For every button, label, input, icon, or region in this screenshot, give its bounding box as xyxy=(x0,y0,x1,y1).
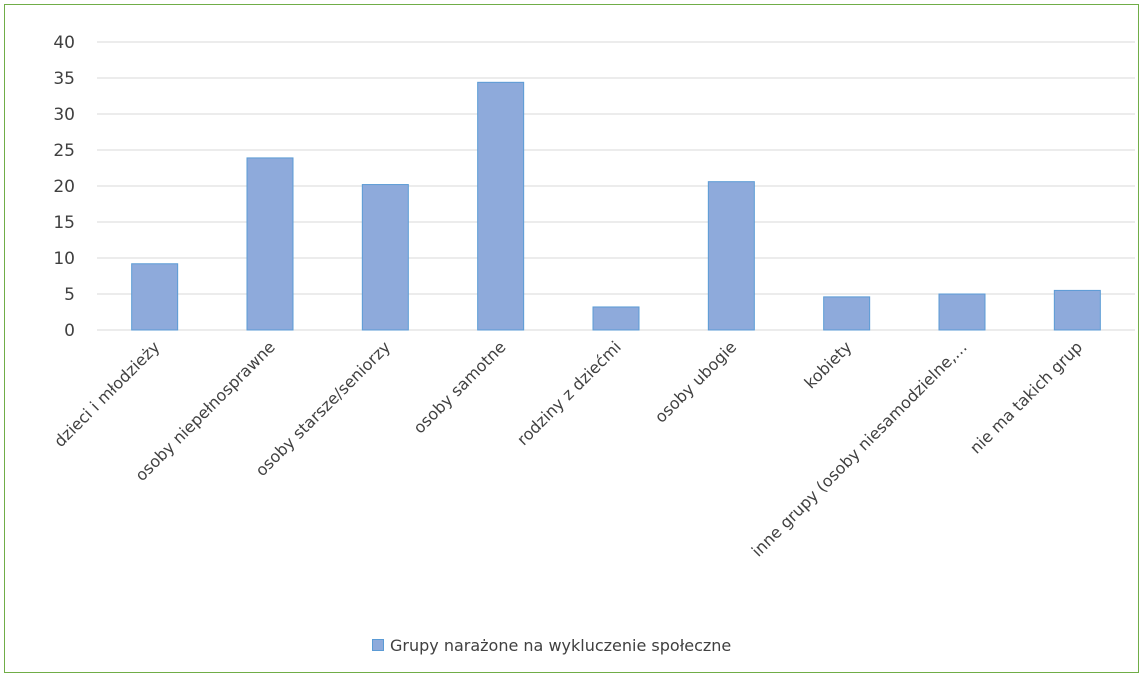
legend: Grupy narażone na wykluczenie społeczne xyxy=(372,634,731,656)
x-tick-label: inne grupy (osoby niesamodzielne,… xyxy=(748,337,971,560)
x-tick-label: osoby starsze/seniorzy xyxy=(252,337,395,480)
y-tick-label: 5 xyxy=(64,285,75,305)
x-tick-label: osoby ubogie xyxy=(651,337,740,426)
chart-frame: 0 5 10 15 20 25 30 35 40 dzieci i młodzieży osoby… xyxy=(4,4,1139,673)
legend-label: Grupy narażone na wykluczenie społeczne xyxy=(390,635,732,655)
bars xyxy=(131,81,1101,331)
x-tick-label: dzieci i młodzieży xyxy=(50,337,163,450)
y-tick-label: 20 xyxy=(53,177,75,197)
bar xyxy=(1053,289,1101,331)
bar xyxy=(823,296,871,331)
y-tick-label: 40 xyxy=(53,33,75,53)
y-tick-label: 15 xyxy=(53,213,75,233)
bar xyxy=(707,181,755,331)
y-tick-label: 25 xyxy=(53,141,75,161)
x-tick-label: osoby samotne xyxy=(410,337,510,437)
x-tick-label: kobiety xyxy=(801,337,856,392)
bar xyxy=(246,157,294,331)
bar xyxy=(938,293,986,331)
bar xyxy=(361,184,409,331)
y-tick-label: 0 xyxy=(64,321,75,341)
bar xyxy=(477,81,525,331)
x-tick-label: nie ma takich grup xyxy=(966,337,1086,457)
bar xyxy=(131,263,179,331)
bar xyxy=(592,306,640,331)
legend-swatch xyxy=(372,639,384,651)
y-axis-ticks: 0 5 10 15 20 25 30 35 40 xyxy=(53,33,75,341)
y-tick-label: 10 xyxy=(53,249,75,269)
y-tick-label: 30 xyxy=(53,105,75,125)
x-tick-label: rodziny z dziećmi xyxy=(513,337,625,449)
y-tick-label: 35 xyxy=(53,69,75,89)
